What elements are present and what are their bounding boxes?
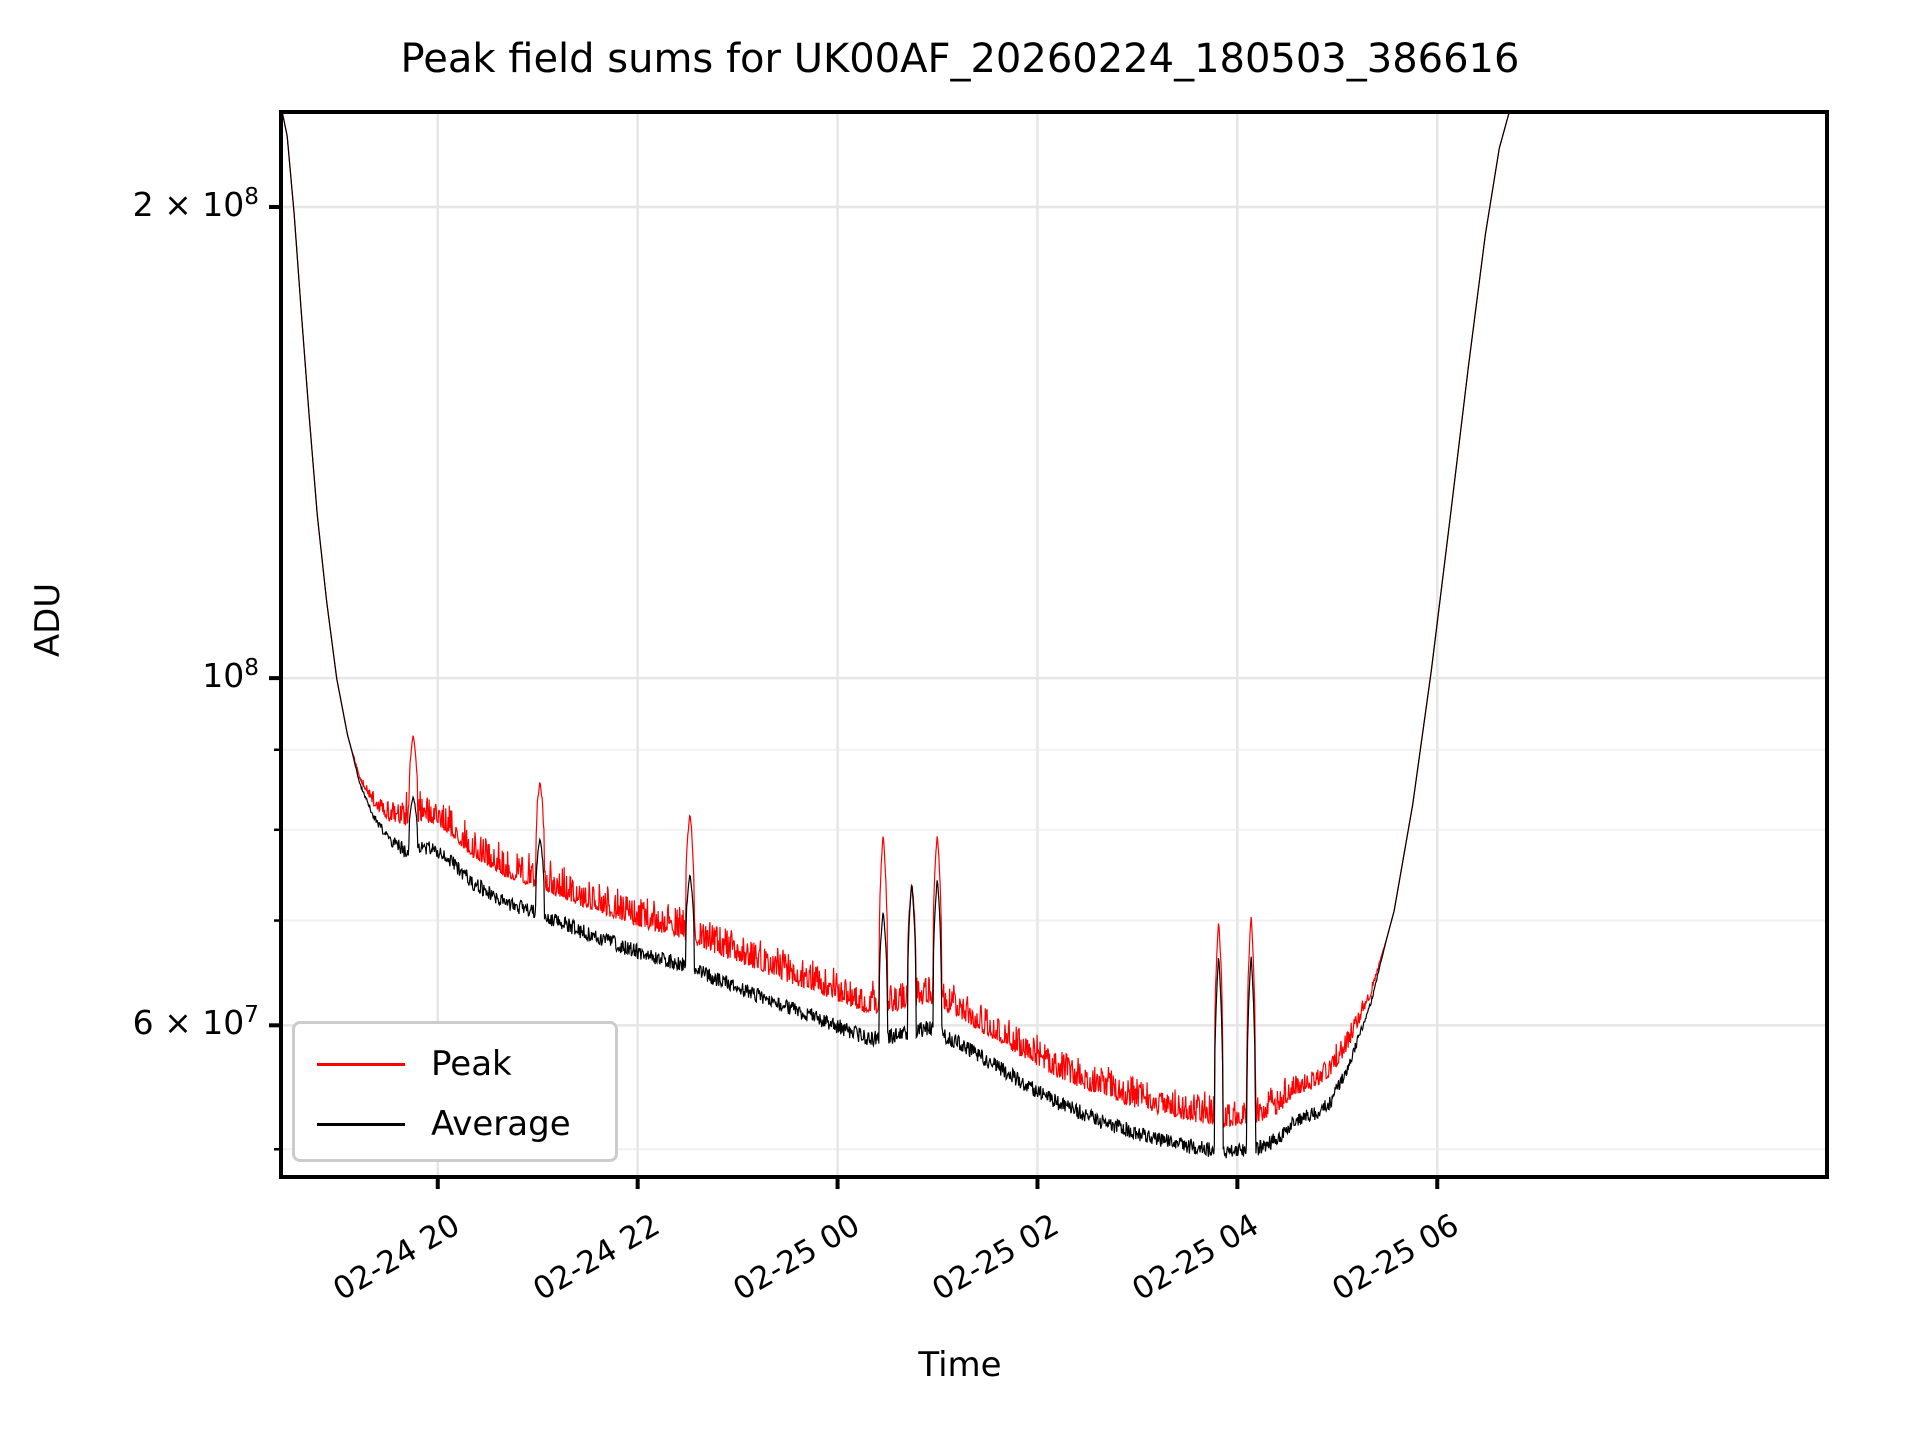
x-axis-label: Time [918,1345,1002,1385]
legend-label-peak: Peak [431,1044,512,1084]
plot-frame [279,110,1829,1179]
legend-label-average: Average [431,1104,571,1144]
legend[interactable]: Peak Average [292,1021,618,1162]
legend-swatch-average [317,1122,405,1126]
series-line-peak [281,112,1510,1128]
y-tick-label: 2 × 108 [132,183,259,224]
legend-swatch-peak [317,1062,405,1066]
legend-item-peak: Peak [295,1036,615,1092]
plot-background [281,112,1827,1177]
page-title: Peak field sums for UK00AF_20260224_1805… [400,36,1520,82]
series-line-average [281,112,1510,1159]
grid-lines [281,112,1827,1177]
y-tick-label: 108 [202,655,259,696]
y-tick-label: 6 × 107 [132,1002,259,1043]
legend-item-average: Average [295,1096,615,1152]
